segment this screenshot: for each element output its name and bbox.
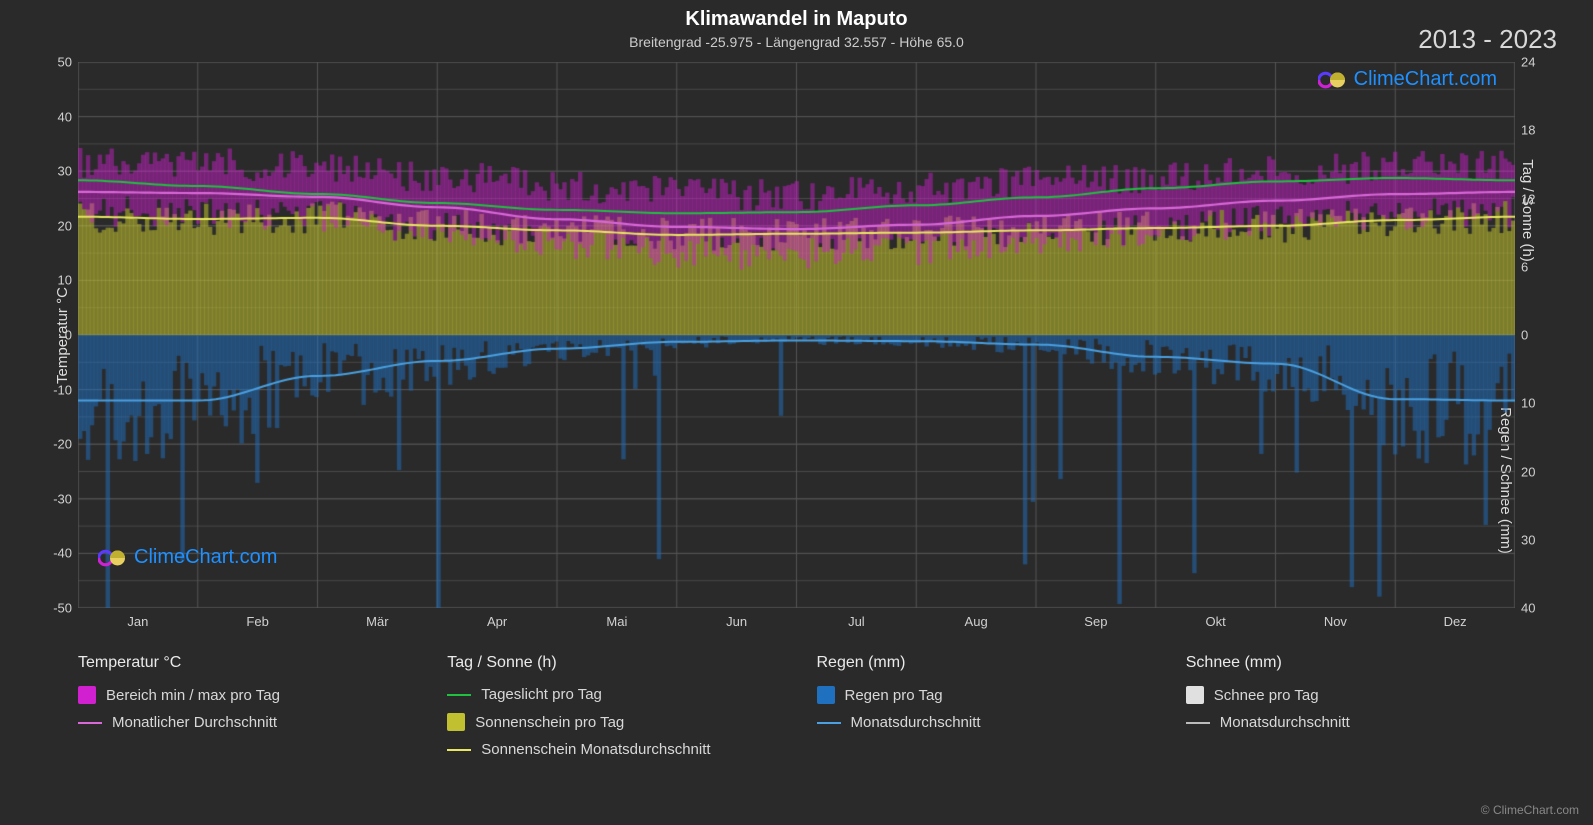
x-ticks: Jan Feb Mär Apr Mai Jun Jul Aug Sep Okt Nov Dez	[78, 614, 1515, 638]
y-right-upper-tick: 0	[1521, 328, 1528, 343]
climate-chart: Klimawandel in Maputo Breitengrad -25.97…	[0, 0, 1593, 825]
y-left-ticks: -50-40-30-20-1001020304050	[0, 62, 72, 608]
legend-label: Regen pro Tag	[845, 687, 943, 704]
x-tick: Jul	[848, 614, 865, 629]
year-range: 2013 - 2023	[1418, 24, 1557, 55]
copyright: © ClimeChart.com	[1481, 803, 1579, 817]
swatch-line-icon	[817, 722, 841, 724]
x-tick: Feb	[246, 614, 268, 629]
y-right-lower-tick: 20	[1521, 464, 1535, 479]
chart-subtitle: Breitengrad -25.975 - Längengrad 32.557 …	[0, 34, 1593, 50]
legend-header: Regen (mm)	[817, 654, 1146, 672]
y-right-upper-tick: 6	[1521, 259, 1528, 274]
y-left-tick: 0	[65, 328, 72, 343]
swatch-box-icon	[78, 686, 96, 704]
legend: Temperatur °C Bereich min / max pro Tag Mo…	[78, 654, 1515, 768]
legend-row: Bereich min / max pro Tag	[78, 686, 407, 704]
y-right-upper-tick: 18	[1521, 123, 1535, 138]
y-left-tick: 10	[58, 273, 72, 288]
brand-logo-bottom: ClimeChart.com	[98, 546, 277, 569]
swatch-box-icon	[1186, 686, 1204, 704]
x-tick: Sep	[1084, 614, 1107, 629]
x-tick: Jun	[726, 614, 747, 629]
x-tick: Aug	[965, 614, 988, 629]
legend-column: Tag / Sonne (h) Tageslicht pro Tag Sonnens…	[447, 654, 776, 768]
brand-logo-top: ClimeChart.com	[1318, 68, 1497, 91]
brand-text: ClimeChart.com	[1354, 68, 1497, 91]
chart-title: Klimawandel in Maputo	[0, 8, 1593, 31]
legend-row: Sonnenschein pro Tag	[447, 713, 776, 731]
legend-label: Monatsdurchschnitt	[1220, 714, 1350, 731]
x-tick: Jan	[127, 614, 148, 629]
swatch-box-icon	[817, 686, 835, 704]
y-left-tick: 40	[58, 109, 72, 124]
swatch-line-icon	[447, 694, 471, 696]
y-left-tick: -20	[53, 437, 72, 452]
legend-column: Temperatur °C Bereich min / max pro Tag Mo…	[78, 654, 407, 768]
legend-label: Monatsdurchschnitt	[851, 714, 981, 731]
swatch-box-icon	[447, 713, 465, 731]
climechart-icon	[98, 547, 128, 569]
legend-label: Sonnenschein pro Tag	[475, 714, 624, 731]
legend-row: Monatsdurchschnitt	[817, 714, 1146, 731]
brand-text: ClimeChart.com	[134, 546, 277, 569]
legend-row: Regen pro Tag	[817, 686, 1146, 704]
legend-row: Monatlicher Durchschnitt	[78, 714, 407, 731]
y-right-lower-tick: 10	[1521, 396, 1535, 411]
legend-header: Schnee (mm)	[1186, 654, 1515, 672]
swatch-line-icon	[1186, 722, 1210, 724]
y-left-tick: -10	[53, 382, 72, 397]
y-right-upper-tick: 12	[1521, 191, 1535, 206]
legend-row: Monatsdurchschnitt	[1186, 714, 1515, 731]
legend-column: Schnee (mm) Schnee pro Tag Monatsdurchschn…	[1186, 654, 1515, 768]
x-tick: Apr	[487, 614, 507, 629]
y-left-tick: -40	[53, 546, 72, 561]
x-tick: Mär	[366, 614, 388, 629]
legend-label: Schnee pro Tag	[1214, 687, 1319, 704]
legend-column: Regen (mm) Regen pro Tag Monatsdurchschnit…	[817, 654, 1146, 768]
legend-label: Bereich min / max pro Tag	[106, 687, 280, 704]
swatch-line-icon	[447, 749, 471, 751]
x-tick: Mai	[606, 614, 627, 629]
legend-row: Tageslicht pro Tag	[447, 686, 776, 703]
swatch-line-icon	[78, 722, 102, 724]
plot-area	[78, 62, 1515, 608]
x-tick: Dez	[1444, 614, 1467, 629]
legend-label: Sonnenschein Monatsdurchschnitt	[481, 741, 710, 758]
y-left-tick: 30	[58, 164, 72, 179]
climechart-icon	[1318, 69, 1348, 91]
x-tick: Nov	[1324, 614, 1347, 629]
legend-label: Tageslicht pro Tag	[481, 686, 602, 703]
legend-label: Monatlicher Durchschnitt	[112, 714, 277, 731]
x-tick: Okt	[1206, 614, 1226, 629]
legend-header: Tag / Sonne (h)	[447, 654, 776, 672]
plot-canvas	[78, 62, 1515, 608]
legend-header: Temperatur °C	[78, 654, 407, 672]
y-right-lower-tick: 40	[1521, 601, 1535, 616]
y-left-tick: -50	[53, 601, 72, 616]
legend-row: Sonnenschein Monatsdurchschnitt	[447, 741, 776, 758]
y-left-tick: 20	[58, 218, 72, 233]
legend-row: Schnee pro Tag	[1186, 686, 1515, 704]
y-right-ticks: 0612182410203040	[1521, 62, 1593, 608]
y-right-upper-tick: 24	[1521, 55, 1535, 70]
y-right-lower-tick: 30	[1521, 532, 1535, 547]
y-left-tick: 50	[58, 55, 72, 70]
y-left-tick: -30	[53, 491, 72, 506]
